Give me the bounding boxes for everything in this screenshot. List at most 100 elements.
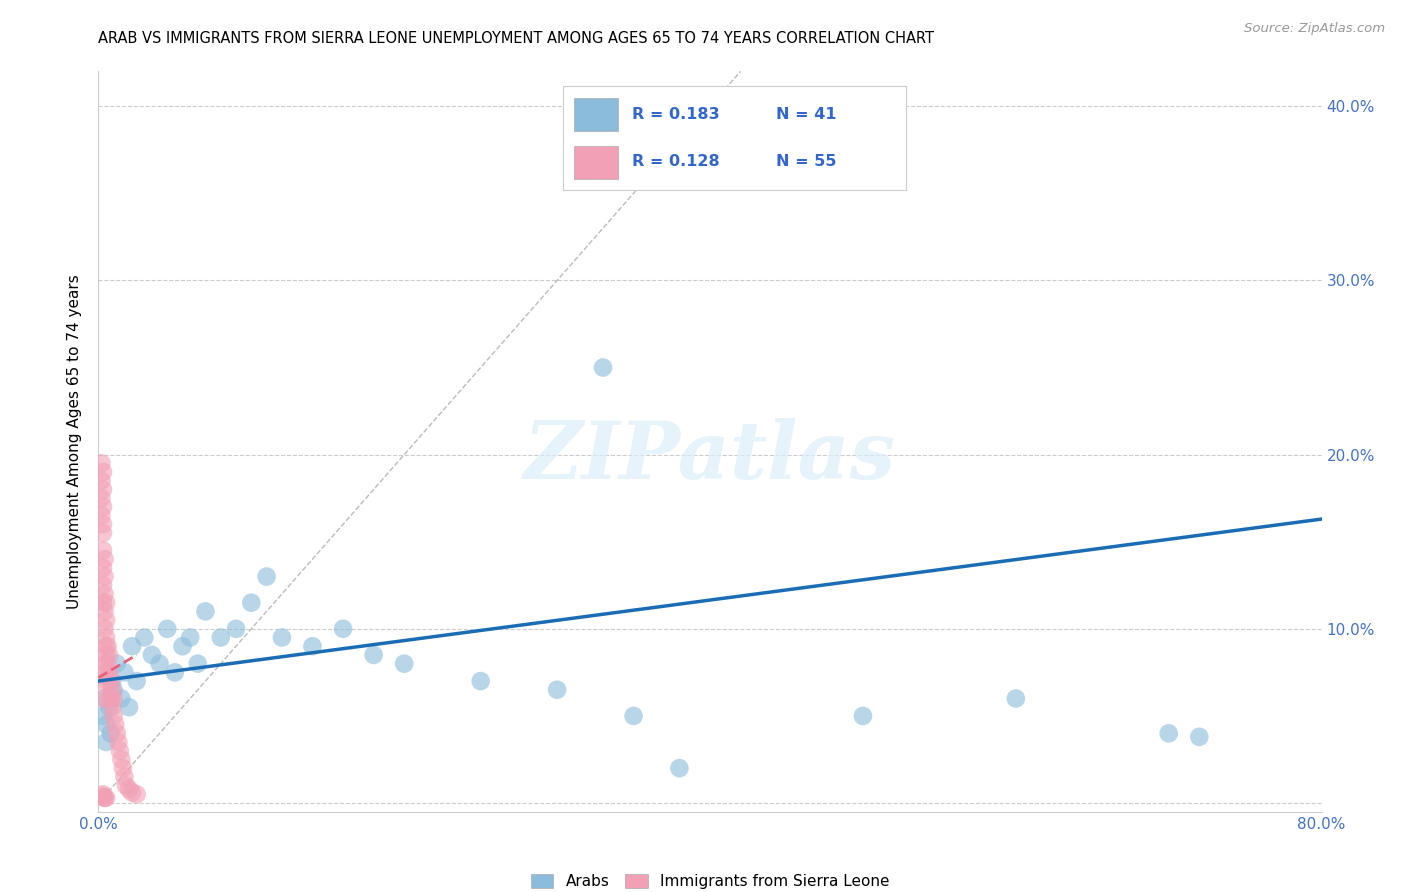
Point <box>94 665 117 680</box>
Point <box>93 691 115 706</box>
Text: ZIPatlas: ZIPatlas <box>524 417 896 495</box>
Point <box>156 622 179 636</box>
Point <box>256 569 278 583</box>
Point <box>1004 691 1026 706</box>
Legend: Arabs, Immigrants from Sierra Leone: Arabs, Immigrants from Sierra Leone <box>530 874 890 889</box>
Point <box>592 360 614 375</box>
Point <box>115 779 138 793</box>
Point <box>91 787 114 801</box>
Point <box>101 700 124 714</box>
Point <box>240 596 263 610</box>
Point <box>90 491 112 505</box>
Point <box>98 648 121 662</box>
Point <box>172 639 194 653</box>
Point <box>108 744 131 758</box>
Point <box>110 691 132 706</box>
Point <box>100 674 122 689</box>
Point <box>93 604 115 618</box>
Point <box>1157 726 1180 740</box>
Point <box>93 622 115 636</box>
Point <box>93 790 115 805</box>
Point <box>125 674 148 689</box>
Point <box>110 752 132 766</box>
Point <box>101 674 124 689</box>
Point <box>270 631 292 645</box>
Point <box>91 526 114 541</box>
Point <box>97 639 120 653</box>
Point <box>91 517 114 532</box>
Point <box>90 456 112 470</box>
Text: ARAB VS IMMIGRANTS FROM SIERRA LEONE UNEMPLOYMENT AMONG AGES 65 TO 74 YEARS CORR: ARAB VS IMMIGRANTS FROM SIERRA LEONE UNE… <box>98 31 935 46</box>
Point <box>363 648 385 662</box>
Point <box>194 604 217 618</box>
Point <box>91 465 114 479</box>
Point <box>91 483 114 497</box>
Point <box>105 726 128 740</box>
Point <box>225 622 247 636</box>
Point <box>93 552 115 566</box>
Point <box>1188 730 1211 744</box>
Point <box>100 691 122 706</box>
Point <box>91 543 114 558</box>
Text: Source: ZipAtlas.com: Source: ZipAtlas.com <box>1244 22 1385 36</box>
Point <box>91 691 114 706</box>
Point <box>91 596 114 610</box>
Point <box>105 657 128 671</box>
Point <box>94 790 117 805</box>
Point <box>141 648 163 662</box>
Point <box>392 657 416 671</box>
Point <box>332 622 354 636</box>
Y-axis label: Unemployment Among Ages 65 to 74 years: Unemployment Among Ages 65 to 74 years <box>67 274 83 609</box>
Point <box>121 786 143 800</box>
Point <box>209 631 232 645</box>
Point <box>103 709 125 723</box>
Point <box>94 639 117 653</box>
Point <box>90 508 112 523</box>
Point <box>91 789 114 803</box>
Point <box>91 500 114 514</box>
Point <box>623 709 645 723</box>
Point <box>112 665 135 680</box>
Point <box>179 631 201 645</box>
Point <box>111 761 134 775</box>
Point <box>101 682 124 697</box>
Point <box>852 709 875 723</box>
Point <box>91 561 114 575</box>
Point <box>134 631 156 645</box>
Point <box>94 648 117 662</box>
Point <box>103 691 125 706</box>
Point <box>668 761 690 775</box>
Point <box>301 639 323 653</box>
Point <box>103 682 125 697</box>
Point <box>98 665 121 680</box>
Point <box>97 657 120 671</box>
Point <box>93 657 115 671</box>
Point <box>91 578 114 592</box>
Point <box>94 596 117 610</box>
Point <box>100 726 122 740</box>
Point <box>94 735 117 749</box>
Point <box>125 787 148 801</box>
Point <box>118 700 141 714</box>
Point <box>91 674 114 689</box>
Point <box>90 474 112 488</box>
Point <box>93 587 115 601</box>
Point <box>91 709 114 723</box>
Point <box>93 790 115 805</box>
Point <box>546 682 568 697</box>
Point <box>94 717 117 731</box>
Point <box>94 631 117 645</box>
Point <box>149 657 172 671</box>
Point <box>163 665 186 680</box>
Point <box>98 700 121 714</box>
Point <box>104 717 127 731</box>
Point <box>187 657 209 671</box>
Point <box>112 770 135 784</box>
Point <box>94 613 117 627</box>
Point <box>121 639 143 653</box>
Point <box>98 691 121 706</box>
Point <box>97 674 120 689</box>
Point <box>93 569 115 583</box>
Point <box>107 735 129 749</box>
Point <box>118 782 141 797</box>
